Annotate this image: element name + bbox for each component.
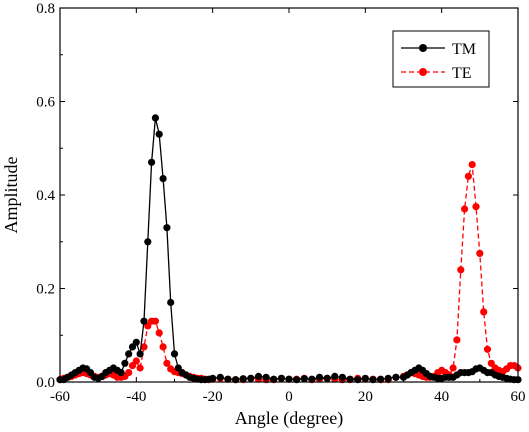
y-tick-label: 0.0 xyxy=(36,375,55,391)
data-point-tm xyxy=(331,372,339,380)
data-point-te xyxy=(125,369,133,377)
series-layer xyxy=(56,114,522,384)
data-point-te xyxy=(457,266,465,274)
legend-marker-te xyxy=(419,68,427,76)
data-point-tm xyxy=(151,114,159,122)
legend-box xyxy=(392,30,490,88)
data-point-tm xyxy=(117,369,125,377)
data-point-tm xyxy=(254,372,263,380)
x-tick-label: -40 xyxy=(126,389,146,405)
data-point-te xyxy=(476,249,484,257)
data-point-tm xyxy=(384,374,392,382)
data-point-tm xyxy=(247,374,255,382)
data-point-tm xyxy=(144,238,152,246)
ticks-layer: -60 -40 -20 0 20 40 60 0.0 0.2 0.4 0.6 0.8 xyxy=(36,1,525,405)
x-tick-label: -60 xyxy=(50,389,70,405)
data-point-tm xyxy=(262,373,270,381)
y-tick-label: 0.8 xyxy=(36,1,55,17)
data-point-te xyxy=(464,172,472,180)
data-point-te xyxy=(132,357,140,365)
legend-label-te: TE xyxy=(452,65,472,82)
data-point-tm xyxy=(163,224,171,232)
x-tick-label: 0 xyxy=(285,389,293,405)
data-point-te xyxy=(472,203,480,211)
data-point-tm xyxy=(155,130,163,138)
data-point-tm xyxy=(125,350,133,358)
series-line-tm xyxy=(60,117,518,381)
data-point-tm xyxy=(167,298,175,307)
data-point-tm xyxy=(140,317,148,325)
data-point-tm xyxy=(132,338,140,346)
x-tick-label: 40 xyxy=(434,389,449,405)
data-point-te xyxy=(136,364,144,372)
x-tick-label: 20 xyxy=(358,389,373,405)
data-point-tm xyxy=(148,158,156,166)
data-point-tm xyxy=(392,373,400,381)
data-point-tm xyxy=(270,375,278,383)
legend: TM TE xyxy=(392,30,490,88)
data-point-tm xyxy=(159,175,167,183)
data-point-tm xyxy=(377,375,385,383)
data-point-tm xyxy=(315,373,324,381)
data-point-tm xyxy=(170,350,179,358)
data-point-te xyxy=(468,161,476,169)
legend-label-tm: TM xyxy=(452,41,476,58)
data-point-te xyxy=(140,343,148,351)
data-point-tm xyxy=(338,373,346,381)
data-point-te xyxy=(151,317,159,325)
y-axis-label: Amplitude xyxy=(1,156,21,233)
data-point-tm xyxy=(216,373,224,381)
data-point-te xyxy=(163,359,171,367)
x-axis-label: Angle (degree) xyxy=(235,408,343,429)
series-line-te xyxy=(59,164,519,381)
data-point-tm xyxy=(277,374,285,382)
legend-marker-tm xyxy=(419,44,427,52)
y-tick-label: 0.4 xyxy=(36,188,55,204)
x-tick-label: -20 xyxy=(203,389,223,405)
data-point-te xyxy=(480,308,488,316)
data-point-tm xyxy=(136,350,144,358)
data-point-tm xyxy=(224,375,232,383)
data-point-te xyxy=(453,336,461,344)
data-point-te xyxy=(483,345,492,353)
data-point-tm xyxy=(300,375,308,383)
data-point-tm xyxy=(308,375,316,383)
data-point-te xyxy=(449,364,457,372)
data-point-tm xyxy=(323,374,331,382)
data-point-tm xyxy=(239,375,247,383)
y-tick-label: 0.6 xyxy=(36,95,55,111)
data-point-te xyxy=(159,343,167,351)
data-point-te xyxy=(461,205,469,213)
y-tick-label: 0.2 xyxy=(36,282,55,298)
x-tick-label: 60 xyxy=(511,389,526,405)
data-point-tm xyxy=(346,375,354,383)
data-point-tm xyxy=(121,359,129,367)
data-point-te xyxy=(155,329,163,337)
